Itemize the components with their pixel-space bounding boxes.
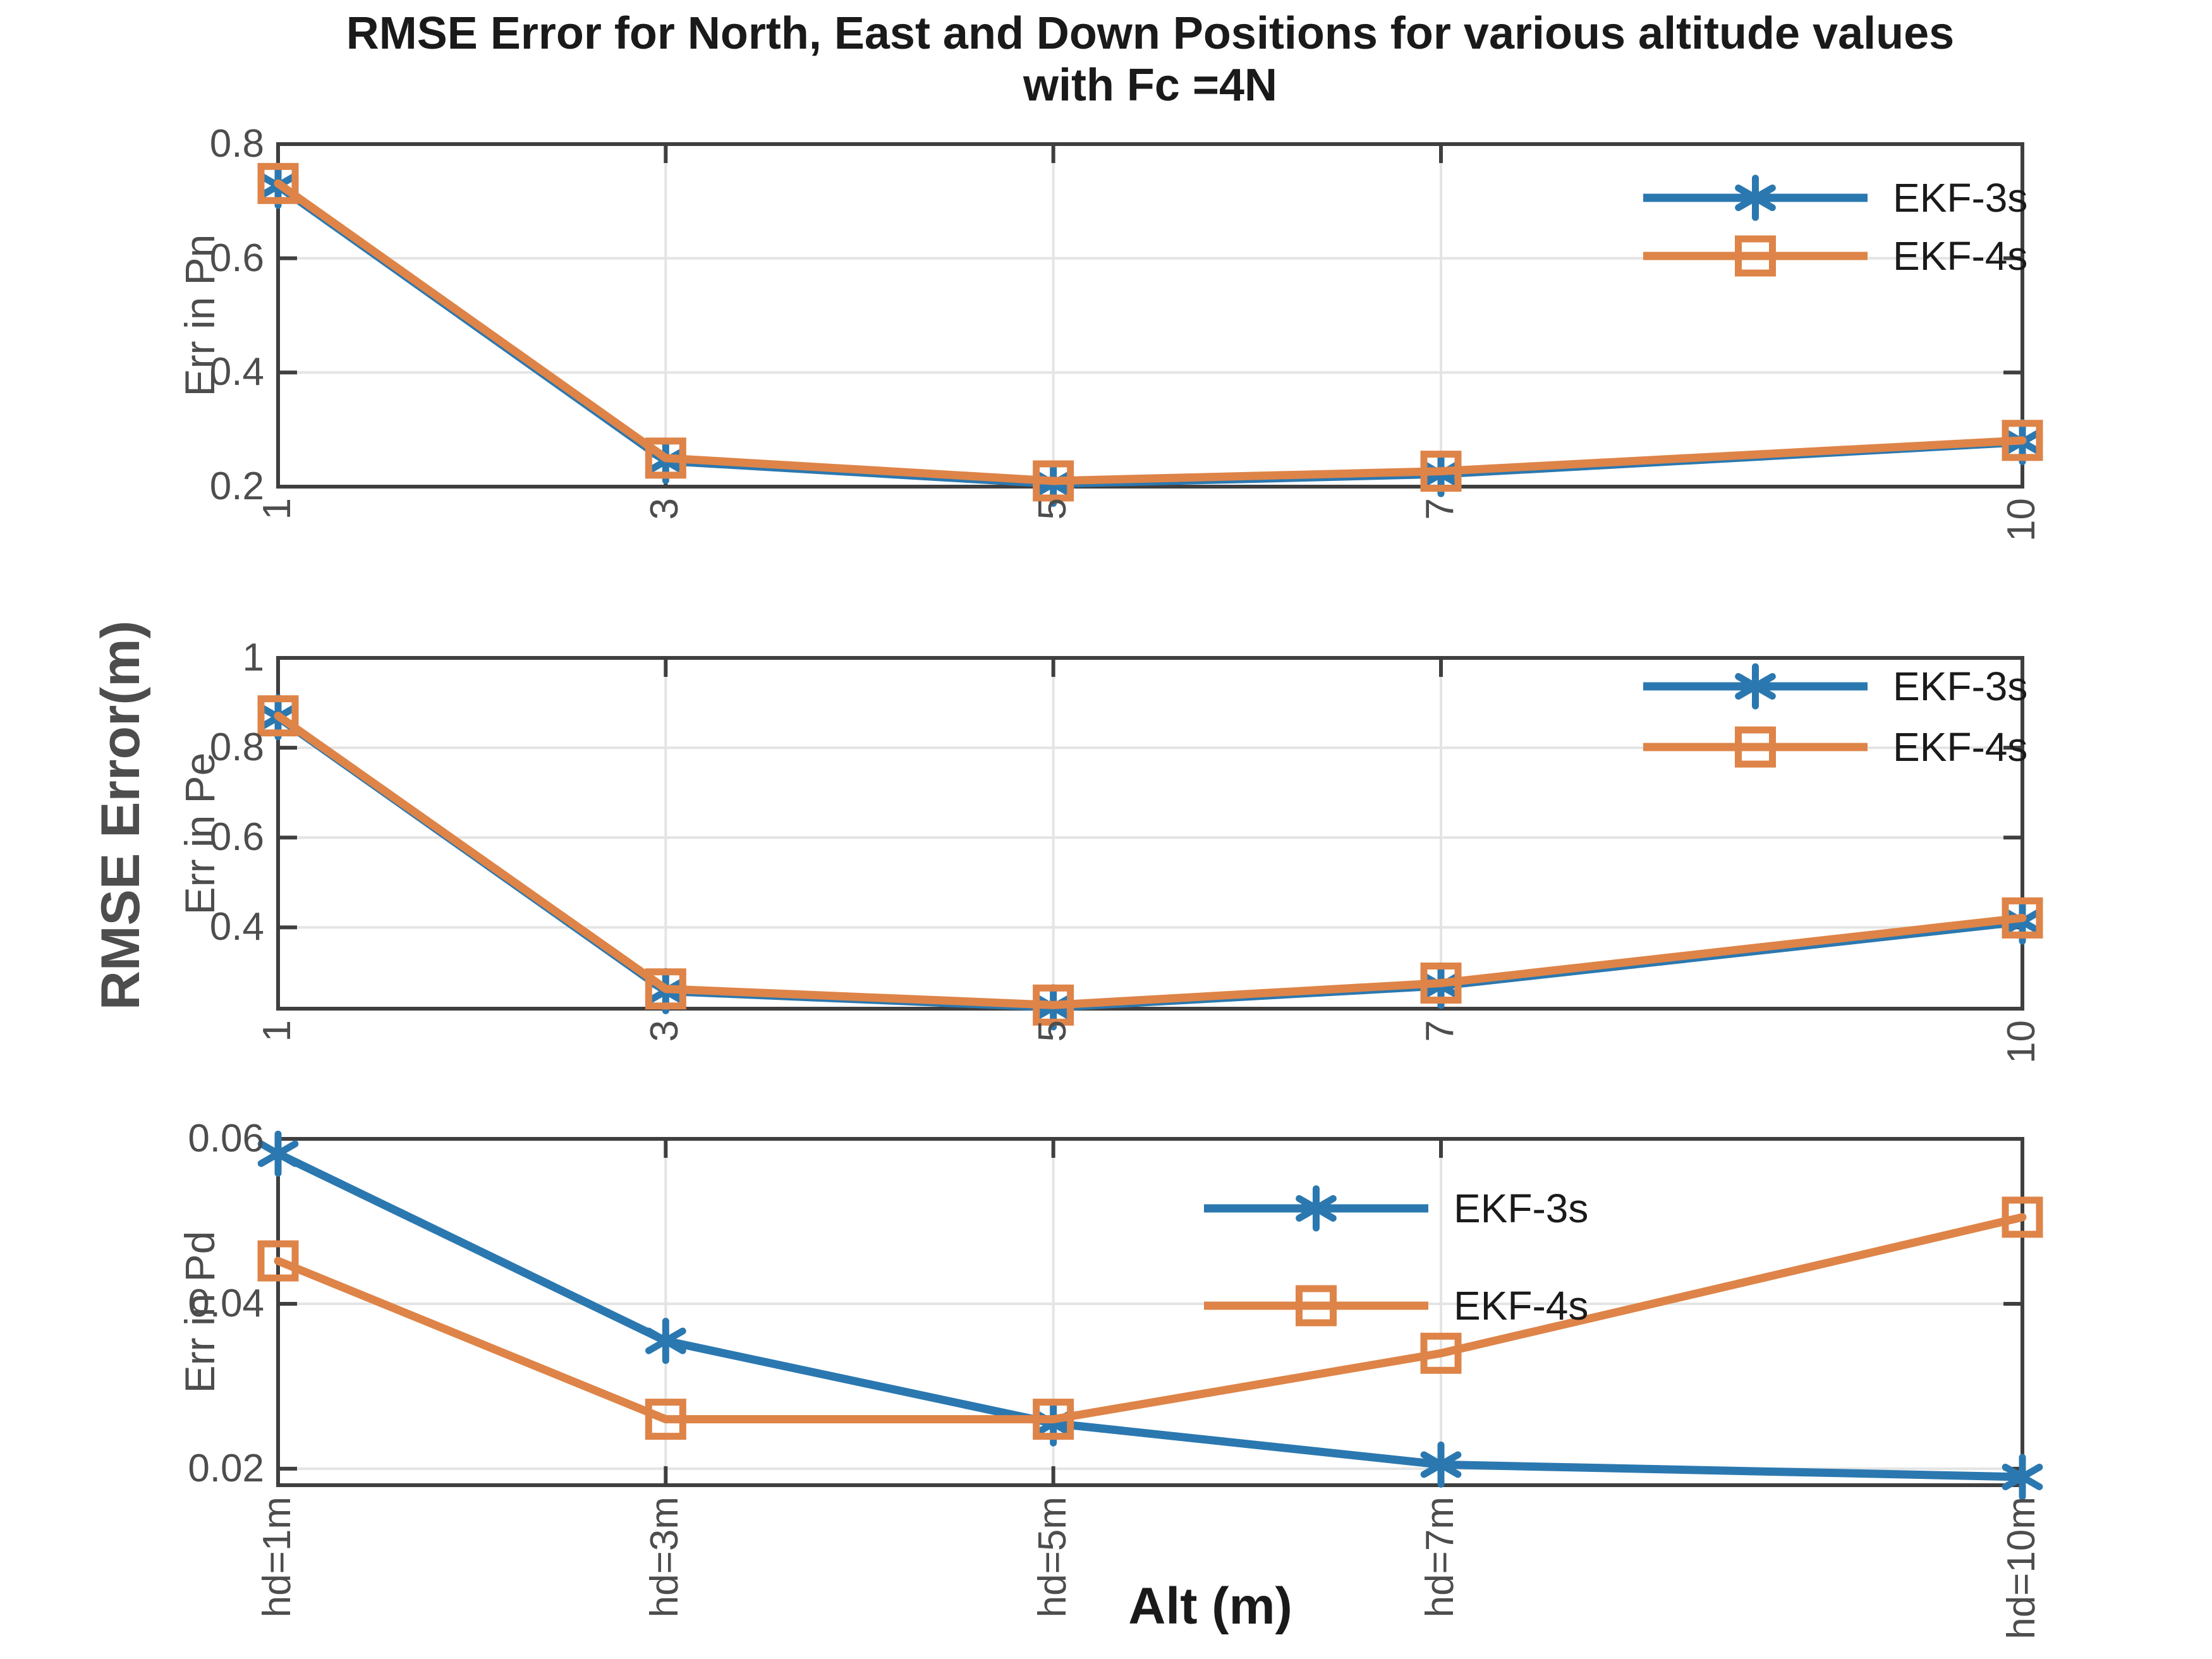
legend-label-EKF-3s: EKF-3s [1454,1186,1589,1231]
x-tick-label: 5 [1030,498,1074,520]
x-tick-label: 3 [643,498,687,520]
x-tick-label: hd=7m [1418,1497,1462,1618]
y-tick-label: 0.02 [188,1446,264,1490]
x-tick-label: 7 [1418,1020,1462,1042]
x-tick-label: 1 [255,1020,299,1042]
legend-sample-marker-EKF-3s [1296,1195,1337,1222]
series-marker-EKF-3s [1420,1451,1462,1478]
subplot-y-label: Err in Pn [176,234,223,397]
series-marker-EKF-4s [1420,451,1462,492]
legend-sample-marker-EKF-4s [1735,726,1776,768]
series-line-EKF-4s [274,1213,2027,1424]
y-tick-label: 0.6 [209,815,264,860]
y-tick-label: 0.4 [209,350,264,394]
figure-title-line1: RMSE Error for North, East and Down Posi… [346,8,1955,59]
series-marker-EKF-3s [645,1327,686,1354]
series-marker-EKF-4s [1420,962,1462,1004]
x-tick-label: 10 [2000,1020,2043,1064]
legend-label-EKF-3s: EKF-3s [1893,175,2028,221]
y-tick-label: 0.04 [188,1281,264,1325]
legend-sample-marker-EKF-3s [1735,673,1776,700]
legend-label-EKF-3s: EKF-3s [1893,664,2028,709]
legend-sample-marker-EKF-4s [1296,1285,1337,1327]
series-marker-EKF-4s [1033,1399,1074,1440]
plot-box [276,142,2024,489]
x-tick-label: 5 [1030,1020,1074,1042]
x-tick-label: 3 [643,1020,687,1042]
legend-label-EKF-4s: EKF-4s [1893,724,2028,770]
x-tick-label: 7 [1418,498,1462,520]
series-marker-EKF-4s [257,162,299,204]
x-axis-label: Alt (m) [1128,1577,1292,1635]
series-marker-EKF-4s [645,437,686,479]
y-tick-label: 0.8 [209,122,264,166]
series-line-EKF-4s [274,712,2027,1009]
series-marker-EKF-4s [2002,897,2043,939]
legend-sample-marker-EKF-3s [1735,185,1776,211]
x-tick-label: 10 [2000,498,2043,542]
series-marker-EKF-4s [645,1399,686,1440]
subplot-y-label: Err in Pd [176,1231,223,1394]
series-marker-EKF-3s [2002,1463,2043,1490]
plot-box [276,656,2024,1011]
series-marker-EKF-4s [1033,984,1074,1026]
legend-sample-marker-EKF-4s [1735,235,1776,277]
series-marker-EKF-4s [257,695,299,737]
x-tick-label: hd=3m [643,1497,687,1618]
series-marker-EKF-3s [257,1140,299,1167]
y-tick-label: 0.06 [188,1117,264,1160]
series-marker-EKF-4s [2002,1196,2043,1238]
y-tick-label: 0.2 [209,465,264,508]
y-tick-label: 1 [242,636,264,679]
series-marker-EKF-4s [645,968,686,1010]
series-line-EKF-4s [274,179,2027,485]
x-tick-label: hd=5m [1030,1497,1074,1618]
y-tick-label: 0.6 [209,236,264,280]
x-tick-label: hd=10m [2000,1497,2043,1639]
x-tick-label: hd=1m [255,1497,299,1618]
legend-label-EKF-4s: EKF-4s [1454,1283,1589,1328]
plot-box [276,1137,2024,1487]
series-marker-EKF-4s [1420,1332,1462,1374]
series-marker-EKF-4s [2002,420,2043,461]
legend-label-EKF-4s: EKF-4s [1893,233,2028,279]
y-tick-label: 0.8 [209,726,264,770]
series-marker-EKF-4s [257,1240,299,1282]
figure-title-line2: with Fc =4N [1023,60,1278,111]
y-tick-label: 0.4 [209,905,264,949]
series-marker-EKF-4s [1033,460,1074,502]
subplot-y-label: Err in Pe [176,752,223,915]
x-tick-label: 1 [255,498,299,520]
